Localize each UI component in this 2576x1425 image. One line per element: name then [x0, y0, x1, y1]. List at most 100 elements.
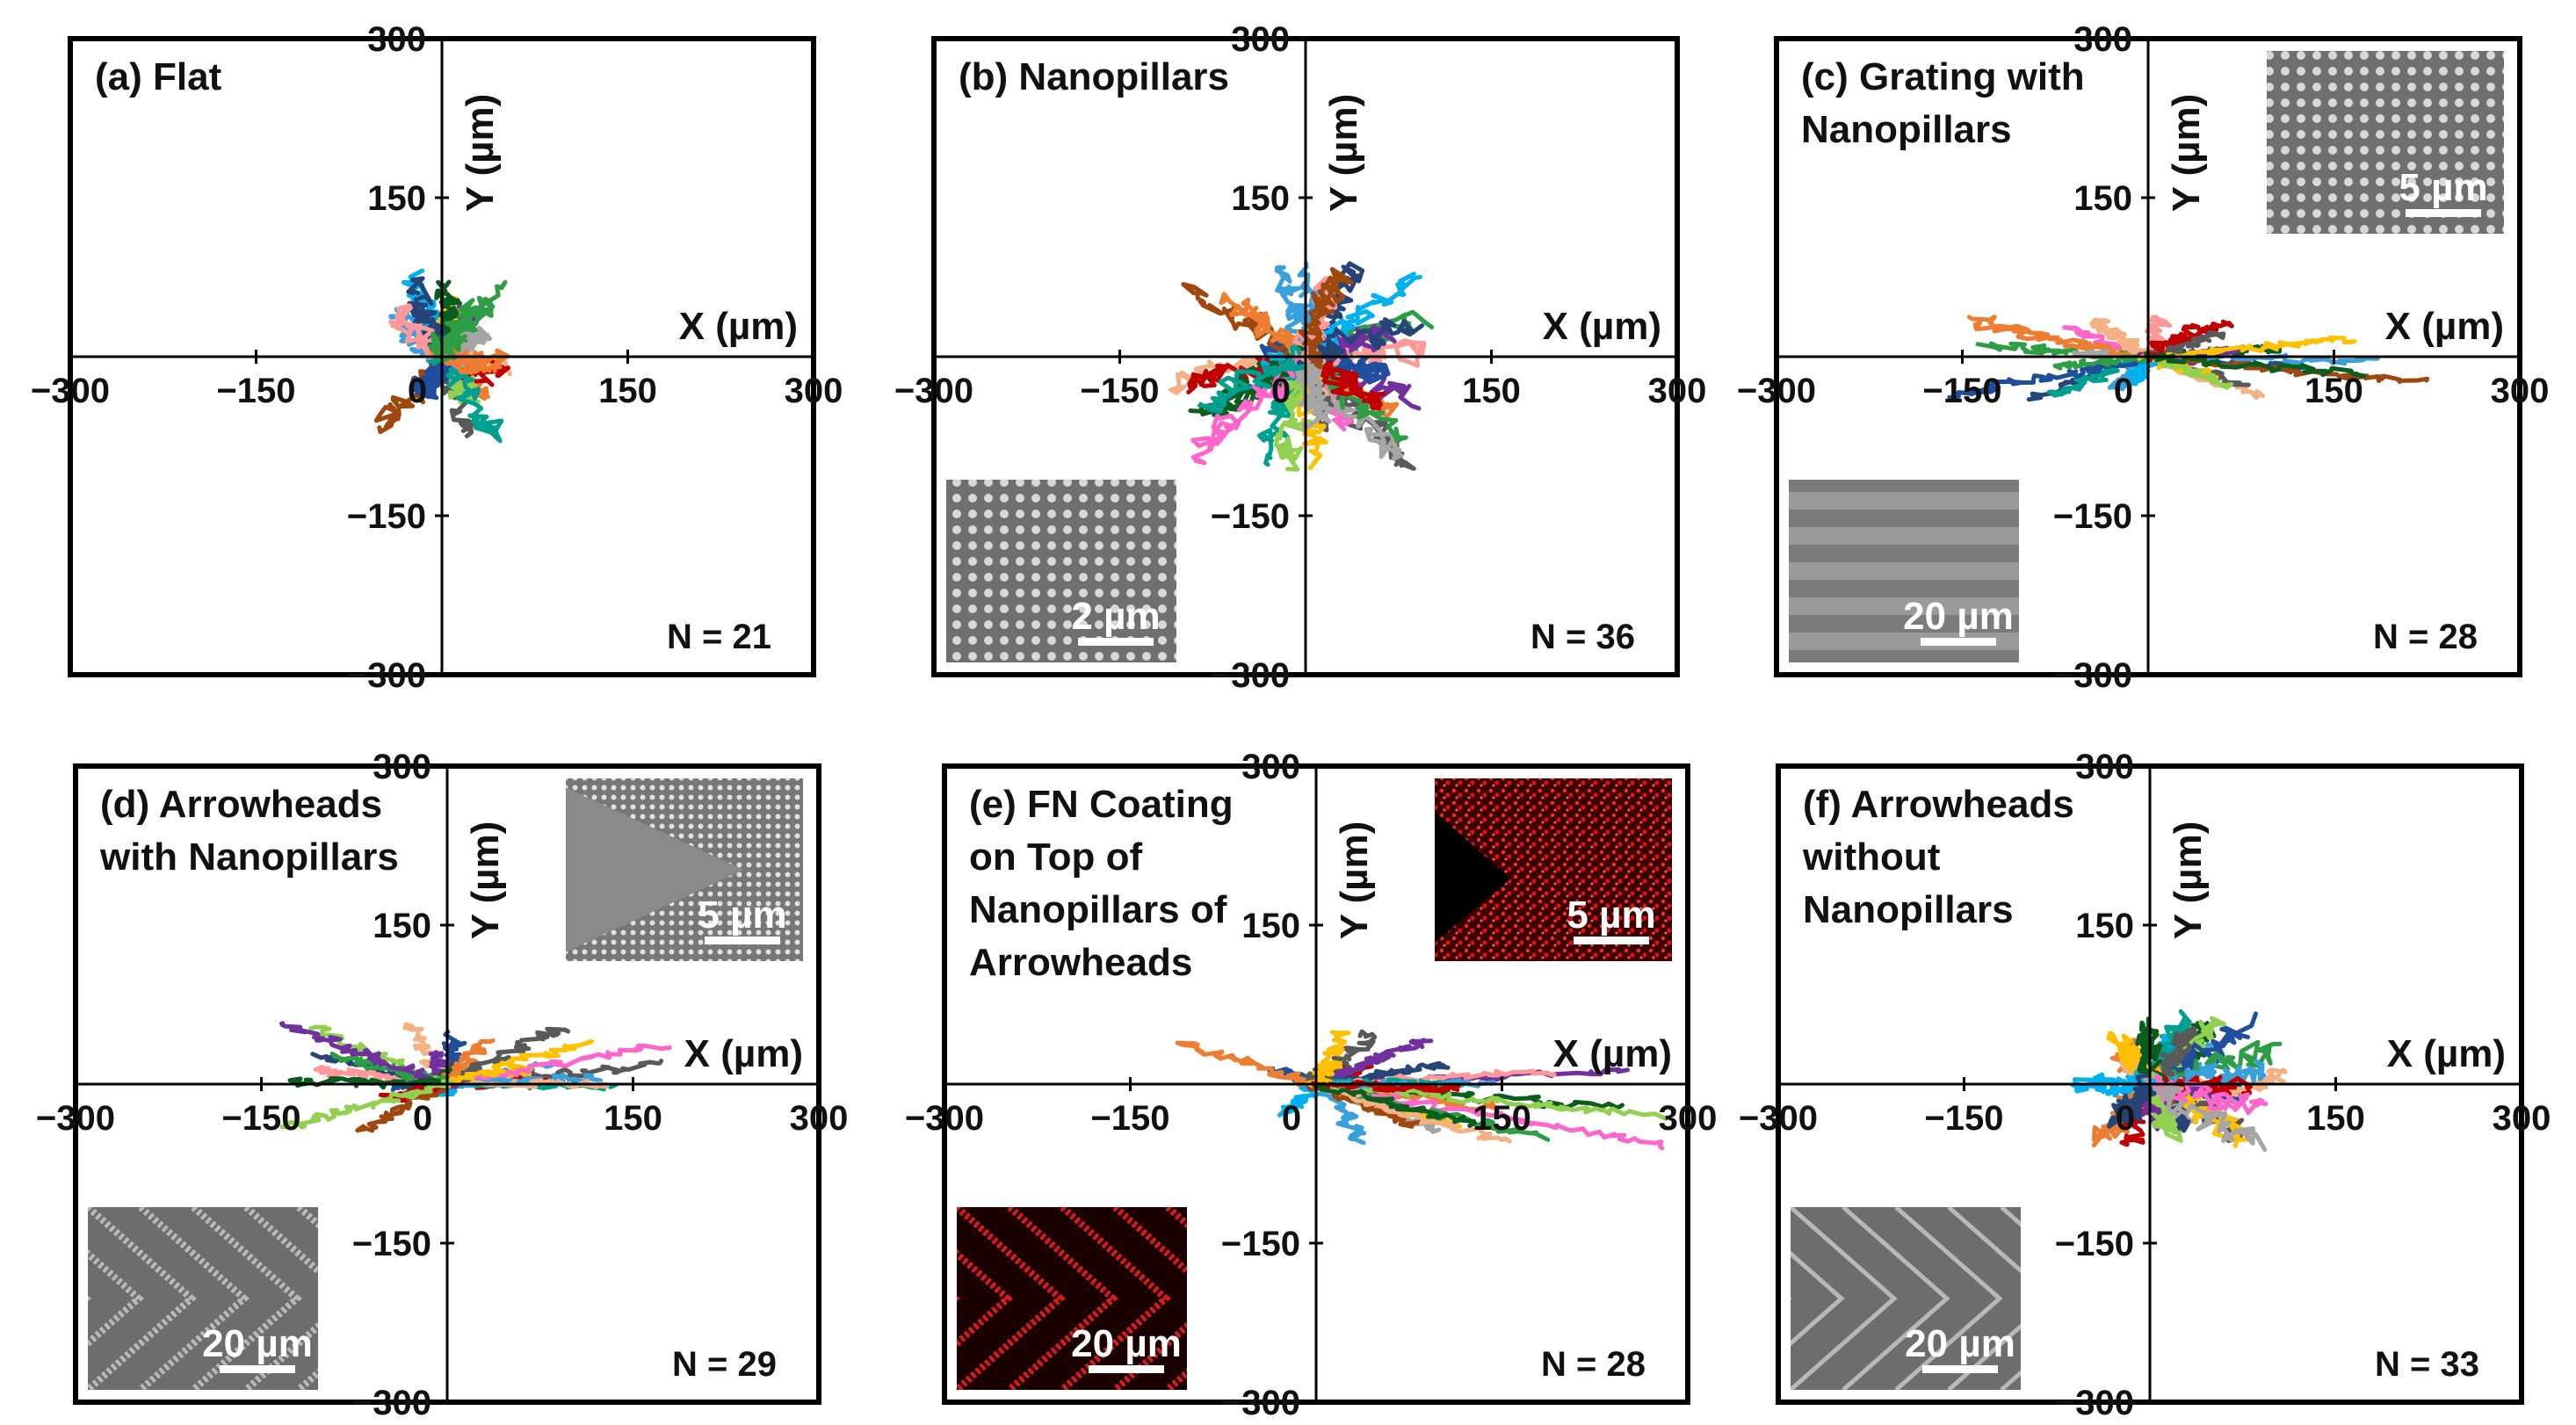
y-tick-label: −150 — [1211, 497, 1290, 536]
panel-a: −300 300 −150 150 0 150 −150 300 −300 X (µm) Y (µm… — [31, 20, 843, 695]
inset-fluor-chevrons — [957, 1207, 1187, 1390]
y-tick-label: 150 — [367, 179, 426, 218]
y-tick-label: −150 — [2055, 1225, 2134, 1263]
x-tick-label: −150 — [1922, 372, 2001, 410]
x-tick-label: 300 — [1659, 1099, 1718, 1138]
y-tick-label: 150 — [2073, 179, 2132, 218]
x-axis-label: X (µm) — [679, 305, 798, 348]
y-tick-label: −150 — [1221, 1225, 1300, 1263]
scale-bar: 2 µm — [1071, 595, 1161, 646]
y-tick-label: −300 — [352, 1384, 431, 1422]
y-tick-label: 150 — [1241, 907, 1300, 945]
panel-title: (b) Nanopillars — [959, 55, 1229, 98]
scale-bar: 20 µm — [1903, 595, 2014, 646]
y-tick-label: 300 — [1231, 20, 1290, 59]
panel-title: Nanopillars — [1801, 108, 2012, 151]
panel-title: without — [1802, 835, 1941, 879]
x-axis-label: X (µm) — [684, 1032, 803, 1075]
track — [1298, 266, 1354, 370]
panel-title: with Nanopillars — [99, 835, 399, 879]
inset-sem-dots — [2267, 51, 2504, 234]
x-tick-label: −300 — [1737, 372, 1816, 410]
x-tick-label: 150 — [1462, 372, 1521, 410]
y-tick-label: −150 — [2053, 497, 2132, 536]
panel-title: (a) Flat — [95, 55, 222, 98]
y-tick-label: 300 — [2075, 748, 2134, 786]
x-tick-label: −300 — [31, 372, 110, 410]
y-axis-label: Y (µm) — [459, 94, 502, 213]
scale-bar-label: 5 µm — [1567, 893, 1655, 937]
x-tick-label: −150 — [221, 1099, 300, 1138]
x-tick-label: 0 — [1282, 1099, 1301, 1138]
track — [1175, 1040, 1313, 1088]
panel-title: (d) Arrowheads — [100, 783, 382, 826]
x-tick-label: −300 — [1739, 1099, 1818, 1138]
x-tick-label: 150 — [1473, 1099, 1531, 1138]
track — [1219, 292, 1317, 363]
x-tick-label: 300 — [785, 372, 843, 410]
x-tick-label: 0 — [413, 1099, 432, 1138]
track — [2142, 1075, 2268, 1153]
track — [2089, 317, 2159, 363]
y-axis-label: Y (µm) — [1333, 821, 1376, 940]
x-axis-label: X (µm) — [1543, 305, 1661, 348]
n-count-label: N = 29 — [672, 1345, 777, 1384]
y-axis-label: Y (µm) — [1322, 94, 1365, 213]
track — [2144, 351, 2367, 379]
x-tick-label: −300 — [894, 372, 973, 410]
panel-d: 5 µm 20 µm −300 300 −150 150 0 150 −150 300 −300 X … — [36, 748, 849, 1422]
x-tick-label: 0 — [2116, 1099, 2135, 1138]
scale-bar-label: 5 µm — [2399, 166, 2487, 209]
x-tick-label: 0 — [1271, 372, 1291, 410]
x-axis-label: X (µm) — [2387, 1032, 2506, 1075]
panel-f: 20 µm −300 300 −150 150 0 150 −150 300 −300 X (µm)… — [1739, 748, 2551, 1422]
y-tick-label: −150 — [352, 1225, 431, 1263]
x-tick-label: 300 — [2493, 1099, 2551, 1138]
y-tick-label: 300 — [373, 748, 431, 786]
x-tick-label: −150 — [1090, 1099, 1169, 1138]
track — [1198, 344, 1306, 414]
inset-fluor-arrow — [1435, 778, 1672, 961]
inset-sem-dots — [946, 480, 1176, 662]
track — [2052, 351, 2156, 371]
x-tick-label: −300 — [36, 1099, 115, 1138]
scale-bar-label: 20 µm — [1905, 1322, 2015, 1365]
inset-sem-chevrons — [88, 1207, 318, 1390]
panel-b: 2 µm −300 300 −150 150 0 150 −150 300 −300 X (µm) Y… — [894, 20, 1706, 695]
panel-title: Nanopillars of — [969, 888, 1227, 931]
track — [1972, 321, 2156, 363]
scale-bar: 20 µm — [1905, 1322, 2015, 1373]
track — [438, 1039, 594, 1089]
x-tick-label: 300 — [790, 1099, 849, 1138]
scale-bar: 5 µm — [1567, 893, 1656, 944]
y-tick-label: −150 — [347, 497, 426, 536]
panel-title: Nanopillars — [1803, 888, 2014, 931]
x-tick-label: −150 — [1080, 372, 1159, 410]
scale-bar-label: 2 µm — [1071, 595, 1160, 638]
n-count-label: N = 33 — [2375, 1345, 2479, 1384]
y-axis-label: Y (µm) — [2167, 821, 2210, 940]
x-axis-label: X (µm) — [2385, 305, 2504, 348]
x-tick-label: 0 — [2114, 372, 2133, 410]
track — [411, 342, 459, 401]
y-tick-label: 150 — [2075, 907, 2134, 945]
tracks — [279, 1021, 672, 1133]
track — [1947, 354, 2159, 400]
track — [1292, 342, 1334, 429]
n-count-label: N = 21 — [667, 618, 771, 656]
track — [287, 1076, 453, 1090]
x-tick-label: 150 — [2305, 372, 2363, 410]
y-axis-label: Y (µm) — [2165, 94, 2208, 213]
y-tick-label: −300 — [2053, 656, 2132, 695]
track — [1301, 1079, 1367, 1146]
scale-bar-label: 5 µm — [698, 893, 786, 937]
y-tick-label: −300 — [2055, 1384, 2134, 1422]
y-tick-label: 150 — [1231, 179, 1290, 218]
x-tick-label: 300 — [2491, 372, 2550, 410]
panel-e: 5 µm 20 µm −300 300 −150 150 0 150 −150 300 −300 X … — [905, 748, 1718, 1422]
track — [1314, 1081, 1478, 1128]
x-tick-label: −300 — [905, 1099, 984, 1138]
track — [279, 1021, 459, 1089]
scale-bar-label: 20 µm — [1903, 595, 2014, 638]
